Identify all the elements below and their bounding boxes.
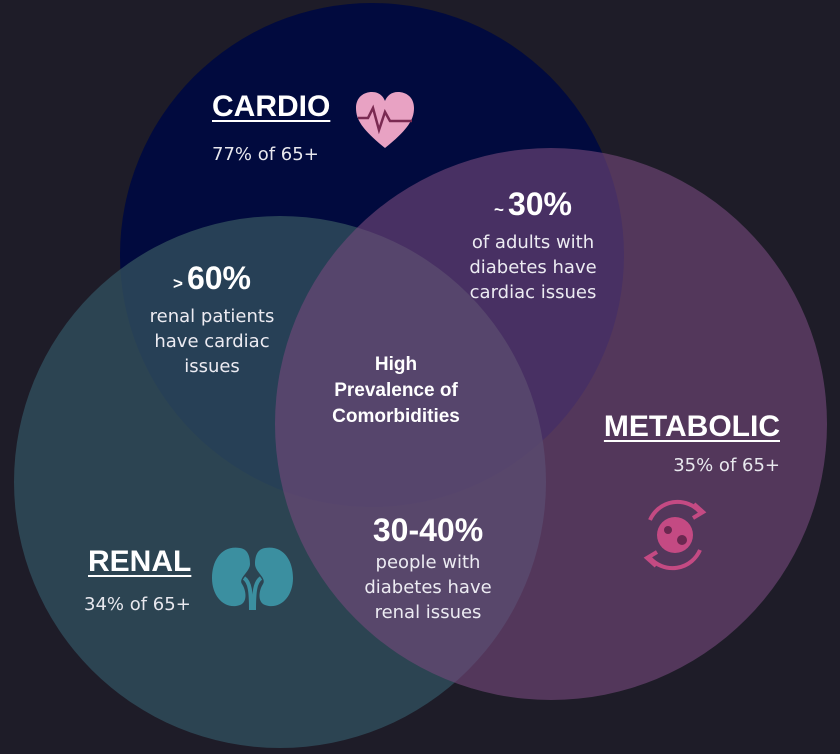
overlap-text: diabetes have xyxy=(364,577,492,598)
overlap: ~30% of adults with diabetes have cardia… xyxy=(469,184,596,305)
overlap-text: diabetes have xyxy=(469,257,597,278)
overlap: 30-40% people with diabetes have renal i… xyxy=(364,510,491,625)
overlap-value-row: >60% xyxy=(150,258,275,304)
metabolic-icon xyxy=(643,499,707,571)
overlap-text: cardiac issues xyxy=(469,282,597,303)
overlap-text: people with xyxy=(375,552,481,573)
overlap-text: renal patients xyxy=(149,306,275,327)
center-text: Prevalence of xyxy=(334,380,458,401)
center-text: High xyxy=(374,354,418,375)
kidney-icon xyxy=(212,547,293,611)
overlap-text: have cardiac xyxy=(154,331,270,352)
overlap-text: of adults with xyxy=(471,232,595,253)
center-text: Comorbidities xyxy=(332,406,460,427)
set-title: METABOLIC xyxy=(603,410,780,443)
overlap-text: issues xyxy=(184,356,240,377)
set-stat: 35% of 65+ xyxy=(673,455,780,476)
center-label: High Prevalence of Comorbidities xyxy=(332,352,460,430)
set-stat: 77% of 65+ xyxy=(212,144,319,165)
overlap-prefix: > xyxy=(173,274,183,293)
overlap-value: 30-40% xyxy=(372,512,484,548)
overlap: >60% renal patients have cardiac issues xyxy=(150,258,275,379)
set-title: CARDIO xyxy=(212,90,331,123)
heart-icon xyxy=(356,92,414,148)
overlap-value: 60% xyxy=(186,260,251,296)
set-title: RENAL xyxy=(88,545,192,578)
overlap-text: renal issues xyxy=(374,602,482,623)
set-stat: 34% of 65+ xyxy=(84,594,191,615)
overlap-value: 30% xyxy=(507,186,572,222)
overlap-prefix: ~ xyxy=(494,200,504,219)
overlap-value-row: ~30% xyxy=(469,184,596,230)
